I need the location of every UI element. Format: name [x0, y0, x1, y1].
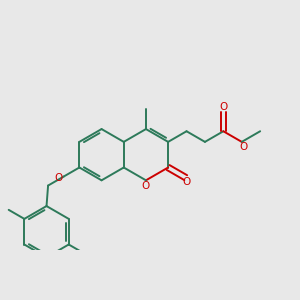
Text: O: O [55, 173, 63, 183]
Text: O: O [142, 181, 150, 191]
Text: O: O [239, 142, 248, 152]
Text: O: O [219, 103, 227, 112]
Text: O: O [183, 177, 191, 187]
